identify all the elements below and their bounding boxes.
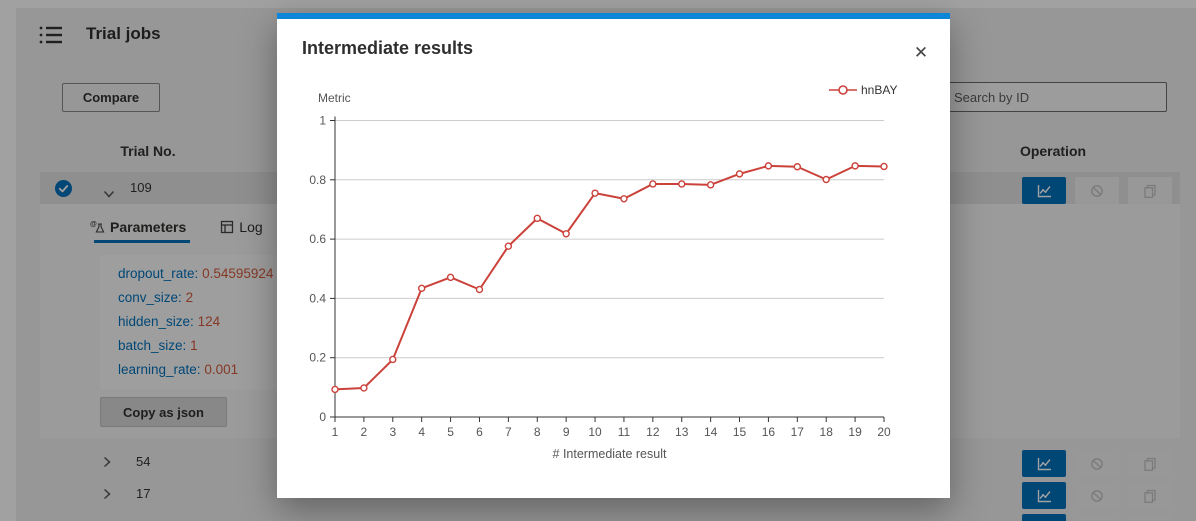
svg-text:0: 0 xyxy=(319,410,326,424)
copy-button[interactable] xyxy=(1128,177,1172,204)
trial-id: 54 xyxy=(136,454,151,469)
legend-label: hnBAY xyxy=(861,83,898,97)
svg-text:2: 2 xyxy=(361,425,368,439)
column-header-operation: Operation xyxy=(1019,143,1087,159)
copy-icon xyxy=(1144,457,1156,471)
operation-buttons xyxy=(1022,482,1172,509)
svg-text:18: 18 xyxy=(820,425,834,439)
svg-text:14: 14 xyxy=(704,425,718,439)
parameter-row: batch_size: 1 xyxy=(118,338,198,353)
tab-label: Log xyxy=(239,219,263,235)
svg-text:3: 3 xyxy=(389,425,396,439)
svg-text:@: @ xyxy=(90,221,97,228)
operation-buttons xyxy=(1022,514,1172,521)
copy-as-json-button[interactable]: Copy as json xyxy=(100,397,227,427)
trial-id: 17 xyxy=(136,486,151,501)
tab-parameters[interactable]: @ Parameters xyxy=(90,219,186,235)
intermediate-result-button[interactable] xyxy=(1022,450,1066,477)
svg-text:11: 11 xyxy=(618,425,631,439)
page-title: Trial jobs xyxy=(86,24,161,43)
chart-legend[interactable]: hnBAY xyxy=(829,83,897,97)
column-header-trial-no: Trial No. xyxy=(120,143,176,159)
svg-text:5: 5 xyxy=(447,425,454,439)
parameter-row: learning_rate: 0.001 xyxy=(118,362,239,377)
svg-text:0.6: 0.6 xyxy=(309,232,326,246)
row-checkbox-checked-icon[interactable] xyxy=(55,180,72,197)
copy-icon xyxy=(1144,489,1156,503)
intermediate-result-button[interactable] xyxy=(1022,177,1066,204)
trial-id: 109 xyxy=(130,180,152,195)
kill-job-button[interactable] xyxy=(1075,450,1119,477)
operation-buttons xyxy=(1022,177,1172,204)
legend-marker-icon xyxy=(829,85,857,95)
copy-button[interactable] xyxy=(1128,514,1172,521)
svg-text:7: 7 xyxy=(505,425,512,439)
svg-text:4: 4 xyxy=(418,425,425,439)
kill-job-button[interactable] xyxy=(1075,514,1119,521)
copy-button[interactable] xyxy=(1128,482,1172,509)
chevron-down-icon[interactable] xyxy=(102,187,116,201)
svg-text:1: 1 xyxy=(332,425,339,439)
svg-text:0.2: 0.2 xyxy=(309,351,326,365)
parameters-icon: @ xyxy=(90,221,105,233)
tab-log[interactable]: Log xyxy=(220,219,263,235)
modal-title: Intermediate results xyxy=(302,38,474,58)
svg-text:9: 9 xyxy=(563,425,570,439)
parameter-row: conv_size: 2 xyxy=(118,290,194,305)
log-icon xyxy=(221,220,234,234)
intermediate-results-modal: Intermediate results ✕ hnBAY Metric 0 0.2… xyxy=(277,13,950,498)
blocked-icon xyxy=(1091,489,1103,502)
active-tab-underline xyxy=(94,240,190,243)
kill-job-button[interactable] xyxy=(1075,177,1119,204)
svg-text:17: 17 xyxy=(791,425,805,439)
svg-text:8: 8 xyxy=(534,425,541,439)
menu-list-icon[interactable] xyxy=(38,24,64,46)
copy-icon xyxy=(1144,184,1156,198)
line-chart-icon xyxy=(1037,457,1051,470)
svg-text:0.4: 0.4 xyxy=(309,291,326,305)
detail-tabs: @ Parameters Log xyxy=(90,213,263,241)
intermediate-chart[interactable]: 00.20.40.60.811 2 3 4 5 6 7 8 9 10 11 12 13 14 15 16 17 1… xyxy=(297,108,930,473)
svg-text:0.8: 0.8 xyxy=(309,173,326,187)
search-input[interactable] xyxy=(910,82,1167,112)
blocked-icon xyxy=(1091,184,1103,197)
chevron-right-icon[interactable] xyxy=(100,487,114,501)
line-chart-icon xyxy=(1037,184,1051,197)
y-axis-title: Metric xyxy=(318,91,351,105)
modal-accent-bar xyxy=(277,13,950,19)
blocked-icon xyxy=(1091,457,1103,470)
close-icon[interactable]: ✕ xyxy=(907,39,935,67)
svg-text:12: 12 xyxy=(646,425,660,439)
svg-text:10: 10 xyxy=(588,425,602,439)
svg-text:19: 19 xyxy=(848,425,862,439)
chevron-right-icon[interactable] xyxy=(100,455,114,469)
intermediate-result-button[interactable] xyxy=(1022,482,1066,509)
svg-text:1: 1 xyxy=(319,114,326,128)
svg-text:13: 13 xyxy=(675,425,689,439)
svg-text:# Intermediate result: # Intermediate result xyxy=(553,447,667,461)
parameter-row: dropout_rate: 0.54595924 xyxy=(118,266,274,281)
tab-label: Parameters xyxy=(110,219,187,235)
operation-buttons xyxy=(1022,450,1172,477)
kill-job-button[interactable] xyxy=(1075,482,1119,509)
svg-text:6: 6 xyxy=(476,425,483,439)
svg-text:15: 15 xyxy=(733,425,747,439)
line-chart-icon xyxy=(1037,489,1051,502)
svg-text:20: 20 xyxy=(877,425,891,439)
compare-button[interactable]: Compare xyxy=(62,83,160,112)
copy-button[interactable] xyxy=(1128,450,1172,477)
parameter-row: hidden_size: 124 xyxy=(118,314,221,329)
svg-text:16: 16 xyxy=(762,425,776,439)
intermediate-result-button[interactable] xyxy=(1022,514,1066,521)
